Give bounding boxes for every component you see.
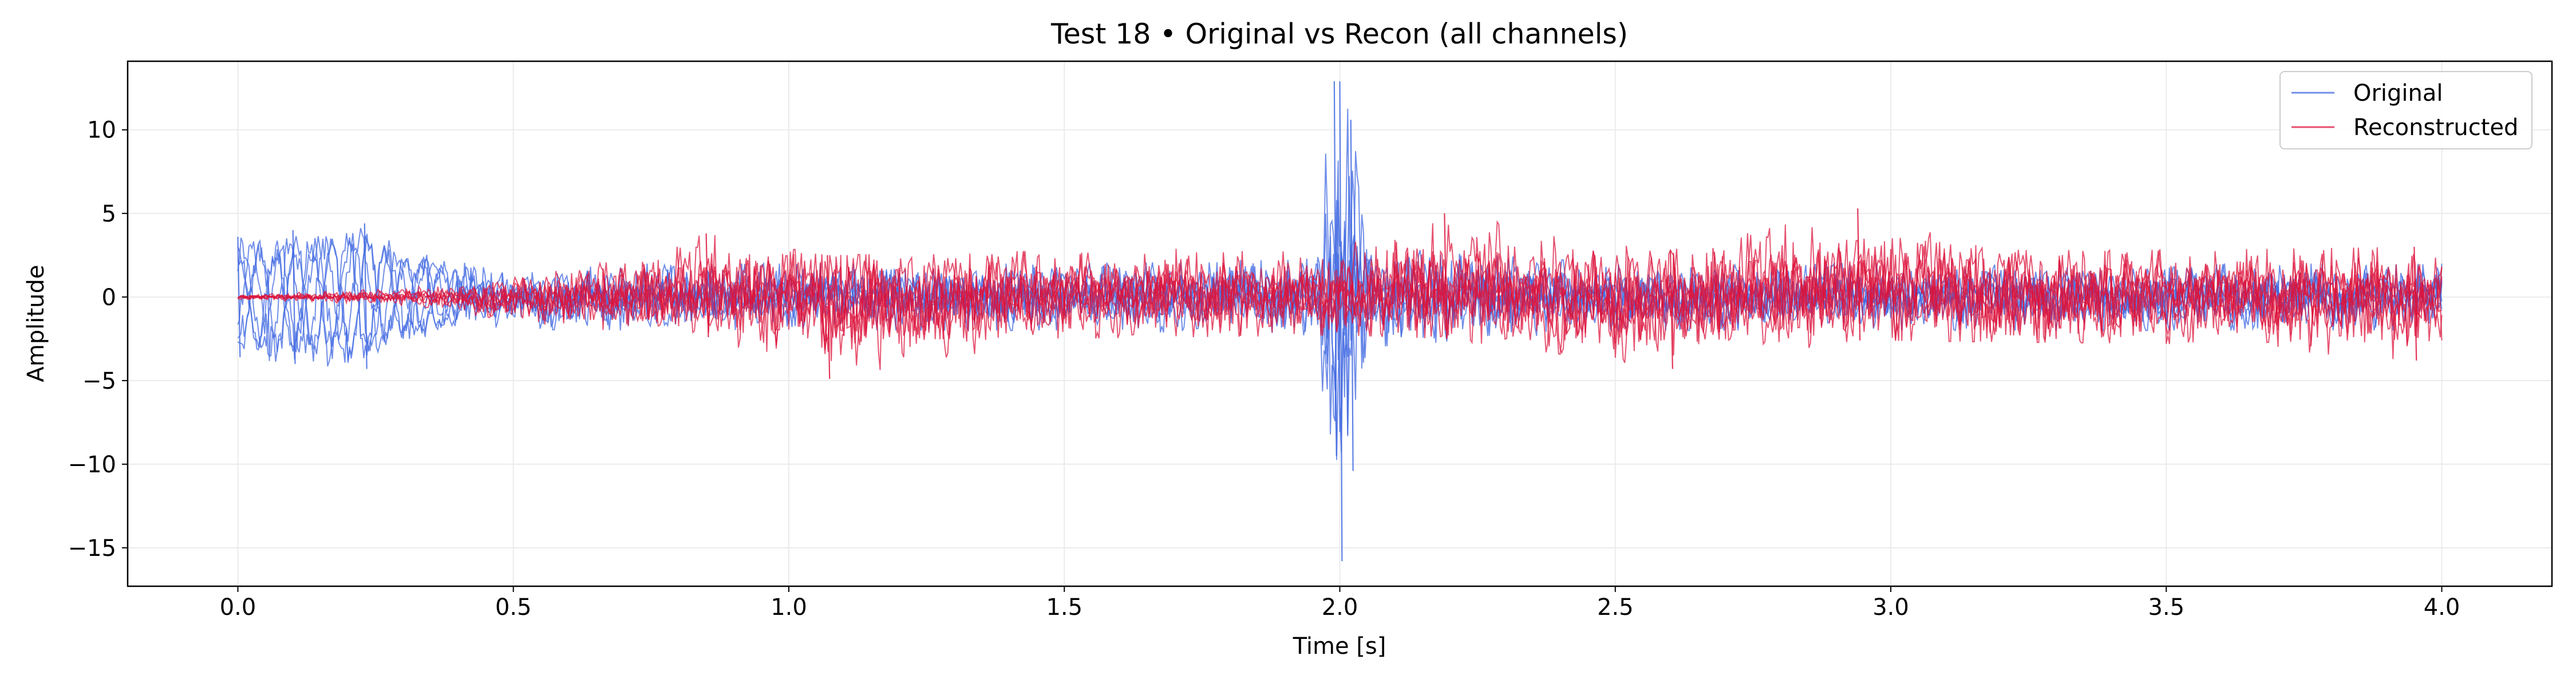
legend-label: Original — [2353, 80, 2443, 106]
y-tick-label: −5 — [82, 368, 116, 394]
series-peak — [1857, 208, 1861, 341]
y-axis: 10 5 0 −5 −10 −15 — [68, 117, 128, 562]
series-peak — [1669, 250, 1673, 369]
legend-label: Reconstructed — [2353, 114, 2518, 141]
x-tick-label: 0.5 — [495, 594, 532, 621]
x-tick-label: 2.0 — [1322, 594, 1358, 621]
y-tick-label: 5 — [102, 201, 116, 227]
series-line — [238, 232, 2443, 360]
y-tick-label: −10 — [68, 452, 116, 478]
series-peak — [827, 255, 831, 379]
legend: Original Reconstructed — [2279, 71, 2532, 149]
series-peak — [2413, 247, 2417, 361]
series-peak — [1333, 81, 1337, 456]
y-tick-label: 0 — [102, 285, 116, 311]
x-tick-label: 4.0 — [2424, 594, 2460, 621]
y-tick-label: 10 — [87, 117, 116, 144]
x-axis: 0.0 0.5 1.0 1.5 2.0 2.5 3.0 3.5 4.0 — [220, 586, 2460, 621]
x-axis-label: Time [s] — [1293, 633, 1386, 660]
x-tick-label: 3.0 — [1872, 594, 1909, 621]
series-peak — [1339, 81, 1343, 562]
chart-title: Test 18 • Original vs Recon (all channel… — [1050, 18, 1628, 50]
legend-box — [2279, 71, 2532, 149]
x-tick-label: 2.5 — [1597, 594, 1634, 621]
x-tick-label: 3.5 — [2148, 594, 2184, 621]
y-axis-label: Amplitude — [23, 265, 49, 382]
x-tick-label: 1.0 — [771, 594, 807, 621]
x-tick-label: 1.5 — [1046, 594, 1082, 621]
series-line — [237, 224, 2443, 358]
series-reconstructed — [237, 208, 2443, 379]
series-peak — [705, 233, 709, 337]
series-peak — [1444, 213, 1448, 339]
x-tick-label: 0.0 — [220, 594, 256, 621]
series-layer — [237, 81, 2443, 562]
y-tick-label: −15 — [68, 535, 116, 562]
